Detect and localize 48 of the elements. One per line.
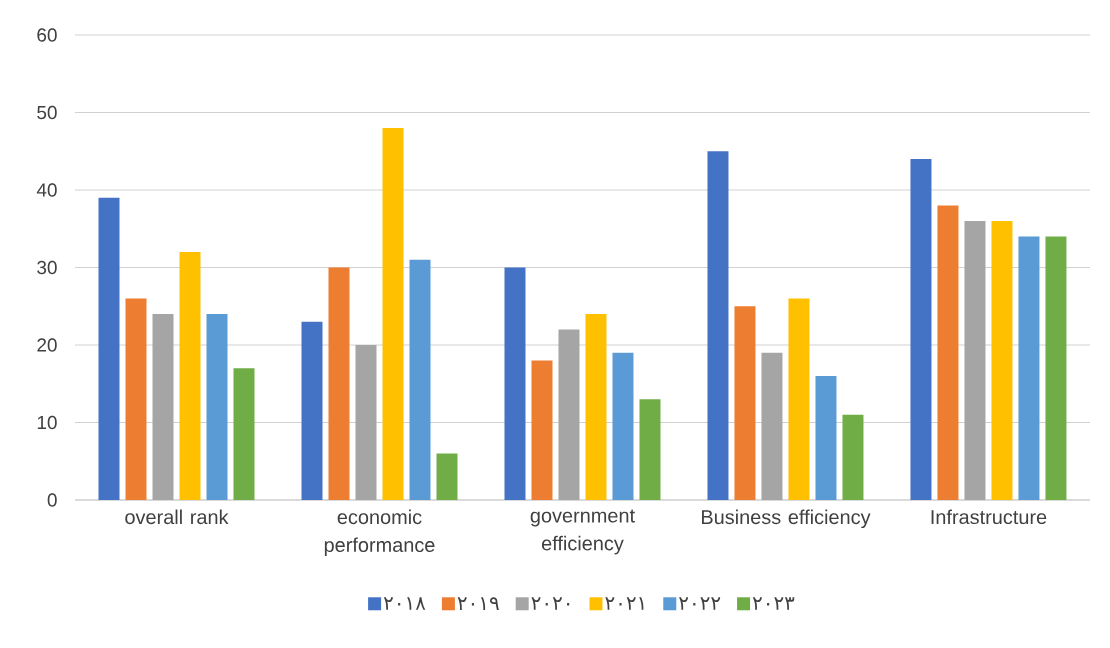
bar — [639, 399, 661, 500]
bar — [788, 298, 810, 500]
bar — [98, 197, 120, 500]
x-tick-label: government efficiency — [530, 509, 635, 555]
legend-label: ٢٠١٩ — [457, 597, 499, 610]
legend-label: ٢٠٢٣ — [752, 597, 795, 610]
legend-label: ٢٠١٨ — [383, 597, 426, 610]
y-tick-label: 40 — [36, 183, 57, 197]
bar — [355, 344, 377, 500]
x-tick-label: Infrastructure — [931, 509, 1047, 525]
bar — [301, 321, 323, 500]
y-tick-label: 50 — [37, 105, 57, 120]
bar — [125, 298, 147, 500]
legend-label: ٢٠٢٢ — [679, 597, 721, 610]
legend-label: ٢٠٢١ — [605, 597, 644, 610]
bar — [761, 352, 783, 500]
y-tick-label: 60 — [37, 28, 57, 42]
bar — [991, 220, 1013, 500]
bar — [436, 453, 458, 500]
bar — [910, 158, 932, 500]
x-tick-label: overall rank — [125, 509, 229, 525]
bar — [1018, 236, 1040, 500]
y-tick-label: 20 — [37, 338, 57, 352]
x-tick-label: Business efficiency — [702, 509, 871, 529]
bar — [558, 329, 580, 500]
bar — [206, 313, 228, 500]
legend-label: ٢٠٢٠ — [531, 597, 570, 610]
bar — [382, 127, 404, 500]
bar — [531, 360, 553, 500]
bar — [233, 368, 255, 500]
bar — [842, 414, 864, 500]
bar — [707, 151, 729, 500]
bar — [504, 267, 526, 500]
y-tick-label: 10 — [37, 415, 57, 430]
bar — [937, 205, 959, 500]
bar — [585, 313, 607, 500]
x-tick-label: economic performance — [324, 509, 435, 556]
bar — [328, 267, 350, 500]
y-tick-label: 0 — [47, 493, 57, 507]
bar — [179, 251, 201, 500]
bar — [964, 220, 986, 500]
bar — [815, 375, 837, 500]
bar — [734, 306, 756, 500]
bar — [612, 352, 634, 500]
bar — [409, 259, 431, 500]
y-tick-label: 30 — [37, 260, 57, 275]
bar — [152, 313, 174, 500]
bar — [1045, 236, 1067, 500]
